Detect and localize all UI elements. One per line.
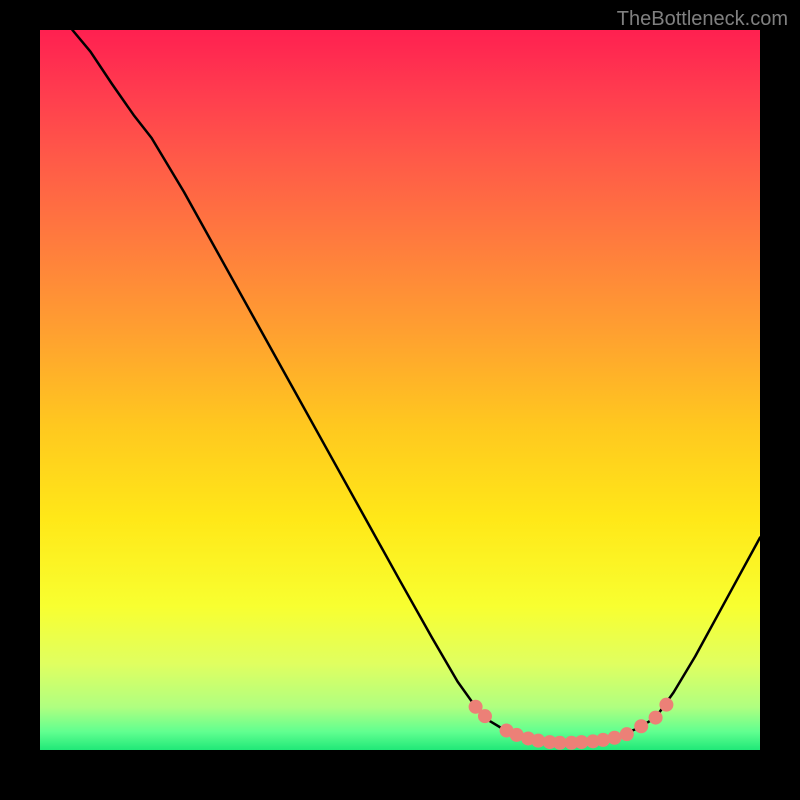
curve-overlay xyxy=(40,30,760,750)
watermark-text: TheBottleneck.com xyxy=(617,8,788,31)
marker-dot xyxy=(478,709,492,723)
marker-dot xyxy=(634,719,648,733)
marker-dots-group xyxy=(469,698,674,750)
marker-dot xyxy=(620,727,634,741)
marker-dot xyxy=(659,698,673,712)
marker-dot xyxy=(608,731,622,745)
bottleneck-curve xyxy=(72,30,760,743)
marker-dot xyxy=(649,711,663,725)
chart-container xyxy=(40,30,760,750)
